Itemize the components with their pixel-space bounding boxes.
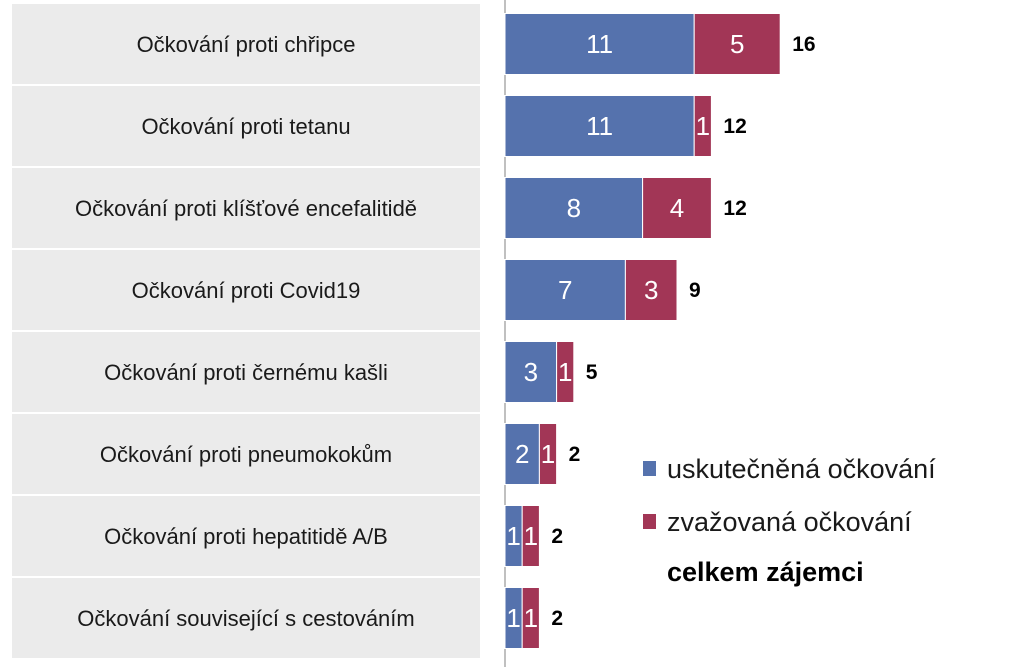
category-label: Očkování proti tetanu	[141, 114, 350, 139]
bar-value-label-done: 1	[506, 521, 520, 551]
bar-value-label-considered: 1	[558, 357, 572, 387]
bar-value-label-considered: 1	[524, 603, 538, 633]
bar-value-label-done: 3	[524, 357, 538, 387]
category-cell	[12, 496, 480, 576]
bar-segment-done	[504, 341, 558, 403]
category-label-panel: Očkování proti chřipce Očkování proti tet…	[12, 4, 480, 658]
bar-total-label: 2	[551, 525, 563, 548]
legend-label-totals: celkem zájemci	[667, 557, 864, 587]
legend-swatch-considered	[643, 514, 656, 529]
bar-segment-considered	[642, 177, 712, 239]
category-label: Očkování proti klíšťové encefalitidě	[75, 196, 417, 221]
bar-total-label: 5	[586, 361, 598, 384]
category-cell	[12, 250, 480, 330]
category-label: Očkování proti chřipce	[137, 32, 356, 57]
category-cell	[12, 86, 480, 166]
bar-segment-considered	[521, 505, 540, 567]
bar-value-label-done: 11	[586, 29, 613, 59]
category-label: Očkování související s cestováním	[77, 606, 414, 631]
bar-total-label: 12	[723, 197, 746, 220]
category-cell	[12, 332, 480, 412]
bar-segment-considered	[624, 259, 678, 321]
bar-total-label: 2	[551, 607, 563, 630]
bar-segment-considered	[538, 423, 558, 485]
bar-total-label: 2	[569, 443, 581, 466]
bar-value-label-considered: 1	[696, 111, 710, 141]
bar-value-label-done: 8	[567, 193, 581, 223]
bar-segment-considered	[693, 95, 712, 157]
bar-total-label: 12	[723, 115, 746, 138]
bar-value-label-considered: 1	[524, 521, 538, 551]
bar-value-label-considered: 3	[644, 275, 658, 305]
bar-segment-done	[504, 95, 695, 157]
bar-value-label-considered: 4	[670, 193, 684, 223]
bar-segment-done	[504, 423, 540, 485]
bar-segment-done	[504, 177, 644, 239]
category-label: Očkování proti pneumokokům	[100, 442, 392, 467]
category-cell	[12, 168, 480, 248]
category-cell	[12, 4, 480, 84]
bar-value-label-done: 2	[515, 439, 529, 469]
category-cell	[12, 578, 480, 658]
bar-value-label-considered: 1	[541, 439, 555, 469]
legend-swatch-done	[643, 461, 656, 476]
bar-segment-considered	[521, 587, 540, 649]
bar-value-label-considered: 5	[730, 29, 744, 59]
bar-total-label: 9	[689, 279, 701, 302]
bar-segment-done	[504, 259, 626, 321]
legend-label-considered: zvažovaná očkování	[667, 507, 912, 537]
category-label: Očkování proti hepatitidě A/B	[104, 524, 388, 549]
bar-value-label-done: 1	[506, 603, 520, 633]
legend: uskutečněná očkování zvažovaná očkování …	[643, 454, 936, 587]
legend-label-done: uskutečněná očkování	[667, 454, 936, 484]
bar-value-label-done: 11	[586, 111, 613, 141]
bar-segment-considered	[556, 341, 575, 403]
bar-segment-done	[504, 13, 695, 75]
bar-segment-considered	[693, 13, 781, 75]
category-label: Očkování proti Covid19	[132, 278, 361, 303]
bar-value-label-done: 7	[558, 275, 572, 305]
category-cell	[12, 414, 480, 494]
category-label: Očkování proti černému kašli	[104, 360, 388, 385]
bar-total-label: 16	[792, 33, 815, 56]
